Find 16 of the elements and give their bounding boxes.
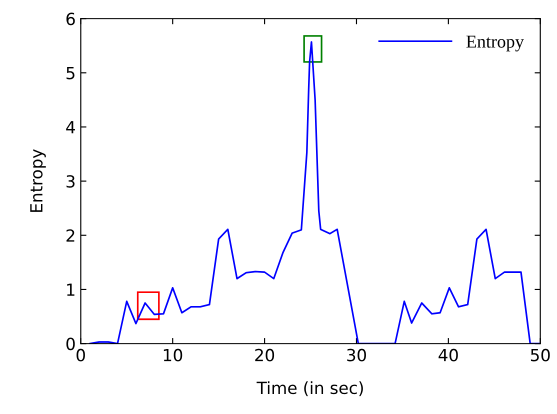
y-axis-title: Entropy <box>30 149 46 212</box>
y-tick-label: 5 <box>66 66 74 80</box>
legend-label: Entropy <box>466 36 524 52</box>
x-tick-label: 50 <box>530 348 550 362</box>
x-tick-label: 0 <box>76 348 85 362</box>
x-tick-label: 20 <box>255 348 274 362</box>
y-tick-label: 4 <box>66 121 75 134</box>
y-tick-label: 2 <box>66 229 74 242</box>
y-tick-label: 3 <box>66 175 75 188</box>
x-tick-label: 30 <box>347 348 366 362</box>
y-tick-label: 1 <box>67 284 74 296</box>
y-tick-label: 0 <box>66 338 75 350</box>
y-tick-label: 6 <box>66 12 75 26</box>
x-tick-label: 10 <box>164 348 182 362</box>
x-tick-label: 40 <box>438 348 458 362</box>
x-axis-title: Time (in sec) <box>256 381 363 396</box>
